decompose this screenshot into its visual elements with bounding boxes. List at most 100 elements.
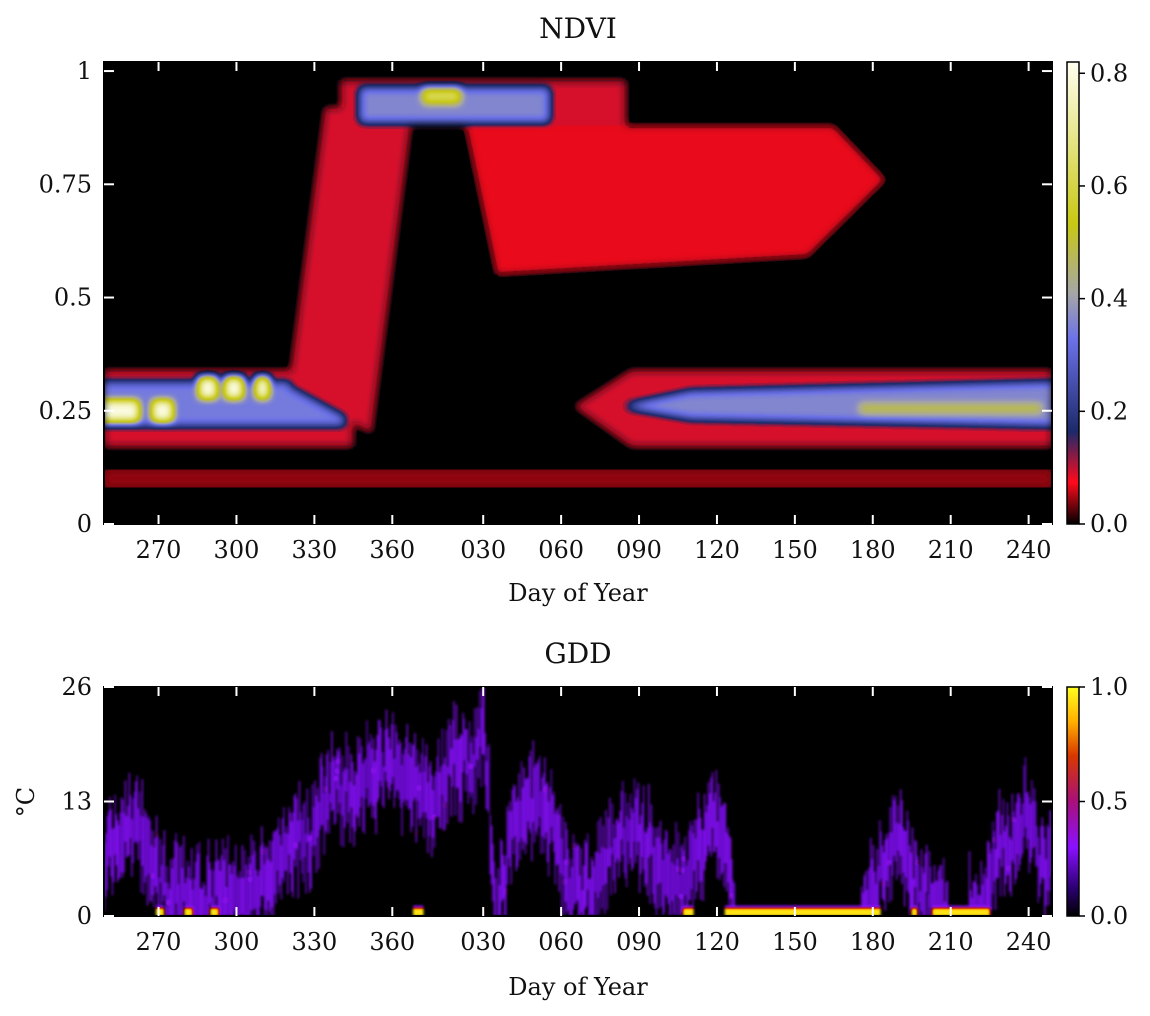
gdd-density-column: [561, 838, 563, 915]
gdd-density-column: [442, 764, 445, 831]
gdd-density-column: [475, 737, 477, 805]
gdd-density-column: [122, 799, 124, 878]
gdd-density-column: [124, 780, 127, 842]
gdd-density-spot: [916, 861, 919, 865]
gdd-density-column: [227, 835, 229, 915]
gdd-density-column: [333, 760, 336, 825]
gdd-density-column: [868, 866, 871, 914]
gdd-density-column: [191, 848, 193, 916]
gdd-density-column: [1006, 802, 1008, 876]
ndvi-heatmap: [104, 80, 1052, 488]
gdd-density-column: [945, 882, 947, 916]
x-tick-label: 330: [291, 536, 337, 564]
gdd-density-column: [418, 763, 420, 819]
ndvi-postseason-hotspot: [859, 403, 1042, 414]
gdd-zero-floor-edge: [413, 905, 424, 909]
gdd-density-column: [446, 766, 449, 825]
x-tick-label: 090: [616, 928, 662, 956]
gdd-density-column: [224, 848, 227, 916]
gdd-density-column: [144, 809, 146, 883]
gdd-density-column: [429, 761, 432, 821]
gdd-zero-floor-edge: [184, 905, 193, 909]
gdd-density-column: [272, 831, 275, 916]
gdd-density-column: [997, 810, 999, 878]
gdd-density-column: [593, 866, 595, 916]
gdd-density-column: [132, 798, 134, 864]
gdd-density-column: [410, 757, 412, 833]
x-tick-label: 030: [460, 536, 506, 564]
gdd-density-column: [307, 817, 310, 873]
gdd-density-column: [109, 796, 111, 857]
gdd-density-column: [161, 864, 163, 916]
gdd-density-column: [649, 822, 651, 905]
gdd-density-column: [942, 857, 945, 909]
gdd-density-column: [685, 865, 688, 916]
x-tick-label: 240: [1006, 536, 1052, 564]
gdd-density-column: [378, 719, 380, 799]
gdd-density-column: [1046, 824, 1049, 891]
gdd-density-column: [280, 845, 282, 900]
gdd-density-column: [884, 839, 886, 911]
gdd-density-column: [715, 769, 717, 847]
gdd-density-column: [601, 846, 603, 909]
gdd-density-column: [340, 785, 342, 846]
ndvi-preseason-hotspot: [153, 401, 172, 420]
gdd-density-spot: [309, 836, 311, 840]
gdd-density-column: [141, 779, 143, 866]
x-tick-label: 300: [214, 928, 260, 956]
gdd-density-column: [611, 803, 614, 855]
x-tick-label: 270: [136, 536, 182, 564]
gdd-density-column: [152, 830, 154, 896]
gdd-density-column: [896, 822, 898, 880]
gdd-density-column: [968, 851, 971, 914]
gdd-density-column: [345, 731, 347, 792]
gdd-density-column: [480, 708, 482, 788]
gdd-density-spot: [335, 776, 337, 780]
colorbar-tick-label: 0.2: [1090, 397, 1128, 425]
gdd-density-column: [718, 783, 720, 858]
gdd-density-column: [928, 851, 930, 916]
gdd-zero-floor-segment: [911, 908, 917, 916]
gdd-density-column: [275, 830, 277, 904]
gdd-density-column: [397, 744, 399, 792]
gdd-density-column: [296, 798, 298, 850]
gdd-density-column: [670, 849, 672, 916]
ndvi-y-axis: 0 0.25 0.5 0.75 1: [39, 57, 1052, 538]
gdd-density-column: [396, 732, 398, 790]
gdd-density-column: [502, 855, 504, 899]
gdd-density-column: [613, 823, 615, 881]
gdd-density-column: [118, 825, 120, 879]
gdd-density-column: [183, 835, 185, 902]
gdd-density-column: [120, 797, 123, 873]
gdd-density-column: [258, 870, 260, 916]
gdd-density-column: [331, 731, 333, 812]
gdd-density-column: [1044, 838, 1046, 916]
gdd-density-column: [206, 855, 208, 916]
gdd-density-column: [679, 874, 681, 916]
gdd-density-column: [1022, 803, 1024, 854]
gdd-density-column: [659, 820, 662, 883]
gdd-density-column: [368, 740, 371, 806]
gdd-density-column: [136, 775, 138, 844]
gdd-density-column: [909, 845, 911, 916]
gdd-density-column: [1007, 815, 1010, 876]
ndvi-preseason-hotspot: [200, 379, 216, 398]
gdd-density-column: [622, 780, 624, 856]
ndvi-postseason-core: [626, 383, 1052, 425]
gdd-density-column: [106, 816, 108, 890]
gdd-density-column: [511, 789, 514, 840]
y-tick-label: 0: [77, 902, 92, 930]
x-tick-label: 150: [772, 536, 818, 564]
gdd-density-column: [574, 848, 576, 905]
gdd-density-column: [422, 738, 424, 813]
ndvi-preseason-hotspot: [226, 379, 242, 398]
gdd-density-column: [172, 858, 175, 916]
gdd-zero-floor-edge: [724, 905, 881, 909]
gdd-density-column: [988, 842, 990, 907]
gdd-density-column: [1015, 802, 1017, 879]
gdd-density-column: [310, 831, 312, 889]
gdd-density-column: [637, 782, 640, 842]
gdd-density-column: [977, 894, 980, 916]
gdd-density-column: [994, 849, 997, 910]
gdd-density-column: [863, 875, 865, 916]
